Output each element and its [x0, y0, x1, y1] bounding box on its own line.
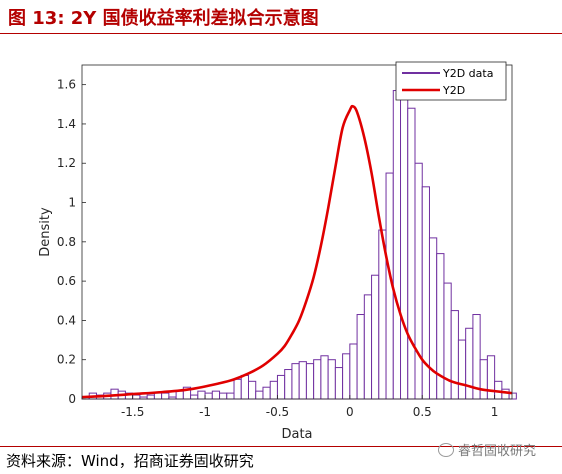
- histogram-bar: [349, 343, 358, 400]
- histogram-bar: [450, 310, 459, 400]
- x-axis: -1.5 -1 -0.5 0 0.5 1: [121, 395, 498, 419]
- histogram-bar: [132, 394, 141, 400]
- histogram-bar: [428, 237, 438, 400]
- histogram-bar: [407, 107, 416, 400]
- footer-divider: [0, 446, 562, 447]
- x-tick-label: -1: [199, 405, 211, 419]
- fit-line: [81, 104, 513, 399]
- histogram-bar: [356, 314, 365, 400]
- figure-title: 图 13: 2Y 国债收益率利差拟合示意图: [8, 8, 319, 29]
- y-tick-label: 0: [68, 392, 76, 406]
- legend-label-data: Y2D data: [442, 67, 493, 80]
- x-tick-label: -1.5: [121, 405, 144, 419]
- histogram-bar: [501, 388, 510, 400]
- histogram-bar: [269, 380, 278, 400]
- histogram-bar: [298, 361, 307, 400]
- histogram-bar: [190, 394, 199, 400]
- y-axis-title: Density: [38, 207, 53, 257]
- histogram-bar: [175, 390, 184, 400]
- y-tick-label: 1.4: [57, 117, 76, 131]
- y-tick-label: 1.6: [57, 78, 76, 92]
- histogram-bar: [276, 374, 286, 400]
- y-tick-label: 1.2: [57, 156, 76, 170]
- histogram-bar: [305, 363, 315, 400]
- histogram-bar: [233, 378, 242, 400]
- histogram-bar: [479, 359, 488, 400]
- x-tick-label: 0.5: [413, 405, 432, 419]
- histogram-bar: [262, 386, 271, 400]
- histogram-bar: [284, 369, 293, 400]
- x-axis-title: Data: [281, 427, 312, 442]
- histogram-bar: [508, 392, 517, 400]
- y-axis: 0 0.2 0.4 0.6 0.8 1 1.2 1.4 1.6: [57, 78, 86, 406]
- histogram-bar: [255, 390, 264, 400]
- histogram-bar: [392, 90, 402, 400]
- title-divider: [0, 33, 562, 34]
- x-tick-label: 1: [491, 405, 499, 419]
- y-tick-label: 0.8: [57, 235, 76, 249]
- histogram-bar: [465, 327, 474, 400]
- histogram-bar: [161, 392, 170, 400]
- histogram-bar: [153, 392, 163, 400]
- histogram-bar: [363, 294, 373, 400]
- histogram-bar: [414, 162, 423, 400]
- histogram-bar: [204, 392, 213, 400]
- y-tick-label: 0.6: [57, 274, 76, 288]
- histogram-bar: [146, 394, 155, 400]
- histogram-bar: [457, 339, 467, 400]
- wechat-icon: [438, 442, 454, 457]
- histogram-bar: [400, 74, 409, 400]
- watermark: 睿哲固收研究: [438, 440, 536, 459]
- histogram-bar: [320, 355, 329, 400]
- y-tick-label: 0.4: [57, 313, 76, 327]
- x-tick-label: -0.5: [266, 405, 289, 419]
- histogram-bar: [197, 390, 206, 400]
- histogram-bar: [334, 367, 344, 400]
- histogram-bar: [240, 374, 249, 400]
- histogram-bar: [291, 363, 300, 400]
- histogram-bars: [81, 74, 517, 400]
- source-note: 资料来源：Wind，招商证券固收研究: [6, 452, 254, 470]
- histogram-bar: [342, 353, 351, 400]
- legend-box: [395, 61, 507, 101]
- y-tick-label: 0.2: [57, 353, 76, 367]
- plot-frame: [81, 64, 513, 400]
- x-tick-label: 0: [346, 405, 354, 419]
- histogram-bar: [371, 274, 380, 400]
- histogram-bar: [226, 392, 235, 400]
- histogram-bar: [211, 390, 221, 400]
- histogram-bar: [486, 355, 496, 400]
- histogram-bar: [327, 359, 336, 400]
- histogram-bar: [247, 380, 257, 400]
- legend-label-fit: Y2D: [442, 84, 465, 97]
- chart: -1.5 -1 -0.5 0 0.5 1 00.20.40.60.811.21.41.6 …: [38, 61, 517, 442]
- histogram-bar: [219, 392, 228, 400]
- y-tick-label: 1: [68, 196, 76, 210]
- legend: Y2D data Y2D: [395, 61, 507, 101]
- histogram-bar: [313, 359, 322, 400]
- watermark-text: 睿哲固收研究: [458, 444, 537, 459]
